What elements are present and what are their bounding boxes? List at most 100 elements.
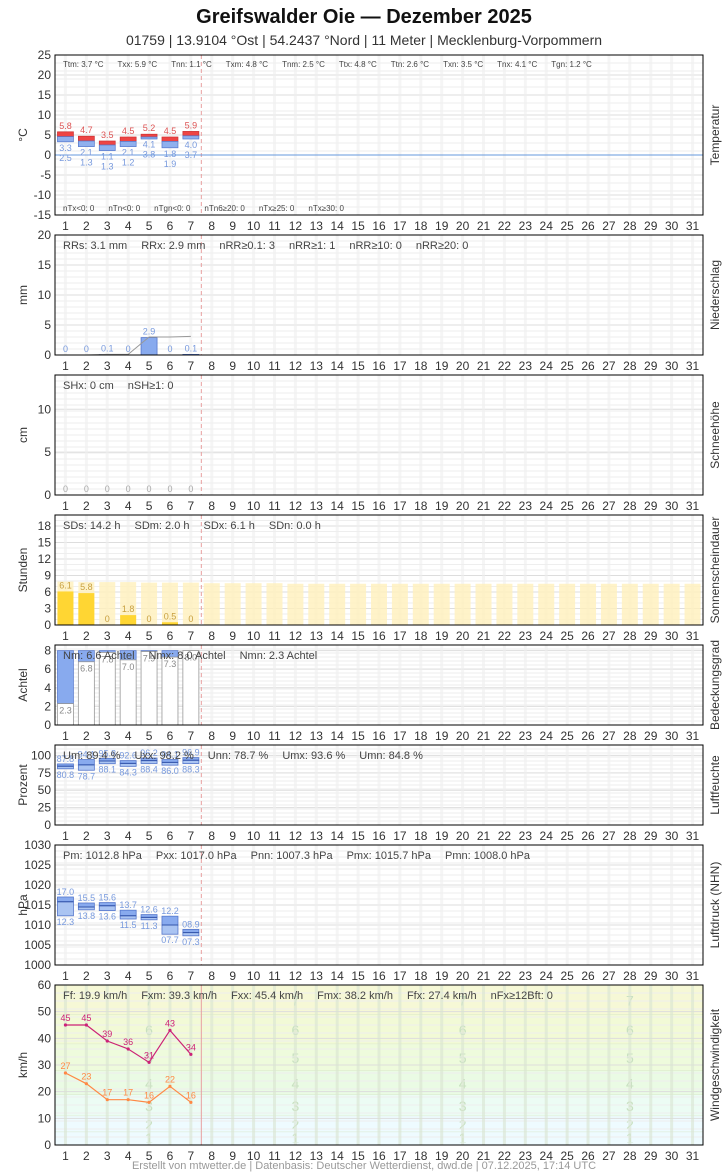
x-tick-label: 2 [83,829,90,843]
stat-item: Pnn: 1007.3 hPa [251,850,334,862]
x-tick-label: 17 [393,219,407,233]
x-tick-label: 12 [289,499,303,513]
y-tick-label: 0 [44,148,51,162]
x-tick-label: 9 [229,219,236,233]
x-tick-label: 28 [623,829,637,843]
rr-label: 0 [84,344,89,354]
x-tick-label: 3 [104,359,111,373]
x-tick-label: 30 [665,1149,679,1163]
y-tick-label: 1030 [24,838,51,852]
x-tick-label: 14 [331,1149,345,1163]
y-tick-label: -10 [34,188,52,202]
rr-label: 0 [63,344,68,354]
y-tick-label: 20 [38,68,52,82]
x-tick-label: 8 [208,219,215,233]
x-tick-label: 5 [146,219,153,233]
max-label: 15.5 [78,893,96,903]
x-tick-label: 23 [519,969,533,983]
x-tick-label: 30 [665,219,679,233]
x-tick-label: 12 [289,1149,303,1163]
tgn-label: 1.9 [164,159,177,169]
x-tick-label: 18 [414,1149,428,1163]
stat-item: nSH≥1: 0 [128,380,174,392]
x-tick-label: 30 [665,629,679,643]
stat-item: SDm: 2.0 h [134,520,189,532]
y-tick-label: 25 [38,48,52,62]
x-tick-label: 14 [331,359,345,373]
min-label: 07.3 [182,937,200,947]
x-tick-label: 15 [351,829,365,843]
y-tick-label: 0 [44,618,51,632]
wind-label: 31 [144,1050,154,1060]
y-tick-label: 4 [44,681,51,695]
x-tick-label: 22 [498,359,512,373]
x-tick-label: 17 [393,729,407,743]
min-label: 80.8 [57,770,75,780]
x-tick-label: 19 [435,969,449,983]
x-tick-label: 7 [188,829,195,843]
x-tick-label: 11 [268,219,281,233]
tmin-label: 2.1 [80,148,93,158]
x-tick-label: 31 [686,729,700,743]
x-tick-label: 20 [456,629,470,643]
x-tick-label: 14 [331,969,345,983]
wind-label: 17 [123,1088,133,1098]
x-tick-label: 25 [560,729,574,743]
tmax-label: 3.5 [101,130,114,140]
x-tick-label: 12 [289,829,303,843]
stat-item: RRx: 2.9 mm [141,240,205,252]
tmax-label: 4.5 [164,126,177,136]
sh-label: 0 [167,484,172,494]
wind-label: 43 [165,1018,175,1028]
x-tick-label: 16 [372,219,386,233]
x-tick-label: 7 [188,359,195,373]
stat-item: nTx<0: 0 [63,204,95,213]
x-tick-label: 10 [247,829,261,843]
stats-top: SHx: 0 cm nSH≥1: 0 [63,380,174,392]
x-tick-label: 29 [644,629,658,643]
sd-label: 0 [188,614,193,624]
x-tick-label: 23 [519,219,533,233]
stats-top: RRs: 3.1 mm RRx: 2.9 mm nRR≥0.1: 3 nRR≥1: 1… [63,240,468,252]
x-tick-label: 9 [229,629,236,643]
stat-item: Um: 89.4 % [63,750,121,762]
stat-item: nTn6≥20: 0 [204,204,245,213]
x-tick-label: 15 [351,1149,365,1163]
x-tick-label: 1 [62,829,69,843]
wind-label: 34 [186,1042,196,1052]
x-tick-label: 18 [414,969,428,983]
x-tick-label: 20 [456,729,470,743]
min-label: 11.5 [120,920,137,930]
tmax-label: 5.9 [185,120,198,130]
y-tick-label: 30 [38,1058,52,1072]
x-tick-label: 22 [498,969,512,983]
rr-label: 0 [126,344,131,354]
x-tick-label: 19 [435,219,449,233]
tmax-label: 4.7 [80,125,93,135]
max-label: 87.8 [57,754,75,764]
x-tick-label: 24 [540,969,554,983]
x-tick-label: 2 [83,729,90,743]
x-tick-label: 29 [644,499,658,513]
rr-label: 0.1 [185,343,198,353]
max-label: 92.6 [119,751,137,761]
sh-label: 0 [147,484,152,494]
tmin-label: 4.0 [185,140,198,150]
stat-item: Nm: 6.6 Achtel [63,650,135,662]
x-tick-label: 17 [393,499,407,513]
x-tick-label: 29 [644,359,658,373]
stat-item: Tnx: 4.1 °C [497,60,537,69]
x-tick-label: 11 [268,969,281,983]
min-label: 13.6 [98,912,116,922]
x-tick-label: 10 [247,729,261,743]
x-tick-label: 11 [268,629,281,643]
x-tick-label: 1 [62,359,69,373]
x-tick-label: 23 [519,729,533,743]
tmin-label: 1.1 [101,152,114,162]
x-tick-label: 20 [456,499,470,513]
n-label: 7.0 [122,662,135,672]
x-tick-label: 6 [167,219,174,233]
x-tick-label: 21 [477,829,491,843]
